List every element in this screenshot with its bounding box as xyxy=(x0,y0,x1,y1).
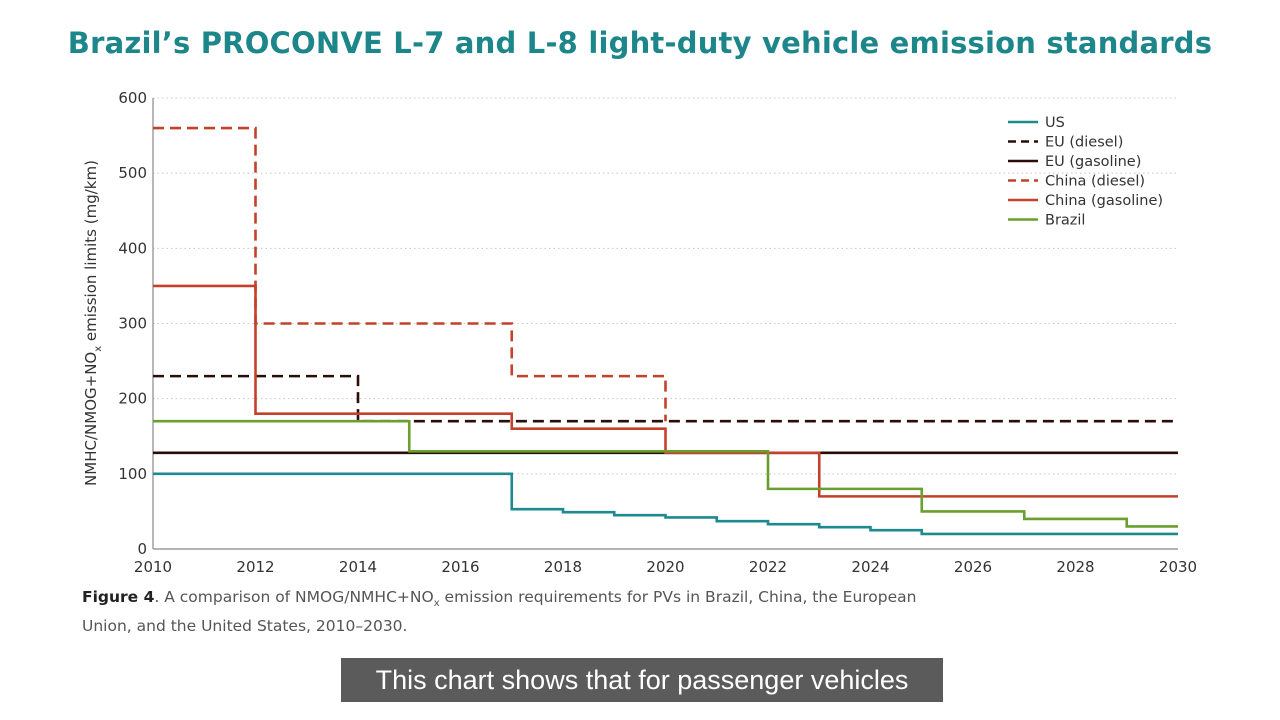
series-line-us xyxy=(153,472,1178,536)
legend-label: China (diesel) xyxy=(1045,174,1145,190)
series-lines xyxy=(153,126,1178,536)
x-tick-label: 2010 xyxy=(134,558,172,576)
x-tick-label: 2030 xyxy=(1159,558,1197,576)
legend-label: EU (diesel) xyxy=(1045,135,1123,151)
chart-title: Brazil’s PROCONVE L-7 and L-8 light-duty… xyxy=(67,26,1213,60)
y-tick-label: 200 xyxy=(118,390,147,408)
y-tick-label: 400 xyxy=(118,239,147,257)
video-subtitle: This chart shows that for passenger vehi… xyxy=(341,658,943,702)
y-tick-label: 600 xyxy=(118,89,147,107)
series-line-china-gasoline xyxy=(153,284,1178,498)
x-tick-label: 2026 xyxy=(954,558,992,576)
x-tick-label: 2020 xyxy=(646,558,684,576)
x-tick-label: 2028 xyxy=(1056,558,1094,576)
caption-text: . A comparison of NMOG/NMHC+NO xyxy=(154,588,434,606)
x-tick-label: 2012 xyxy=(236,558,274,576)
x-tick-label: 2016 xyxy=(441,558,479,576)
x-tick-label: 2024 xyxy=(851,558,889,576)
y-tick-label: 500 xyxy=(118,164,147,182)
legend-label: US xyxy=(1045,115,1065,131)
x-tick-labels: 2010 2012 2014 2016 2018 2020 2022 2024 2026 2028… xyxy=(134,558,1197,576)
y-tick-label: 100 xyxy=(118,465,147,483)
y-tick-labels: 0 100 200 300 400 500 600 xyxy=(118,89,147,558)
series-line-brazil xyxy=(153,419,1178,528)
legend-label: Brazil xyxy=(1045,213,1085,229)
legend: US EU (diesel) EU (gasoline) China (diesel)… xyxy=(1008,115,1163,229)
caption-text-2: emission requirements for PVs in Brazil,… xyxy=(82,588,917,636)
legend-label: EU (gasoline) xyxy=(1045,154,1141,170)
x-tick-label: 2018 xyxy=(544,558,582,576)
legend-label: China (gasoline) xyxy=(1045,193,1163,209)
figure-label: Figure 4 xyxy=(82,588,155,606)
caption-subscript: x xyxy=(433,598,440,610)
y-tick-label: 300 xyxy=(118,315,147,333)
y-axis-label: NMHC/NMOG+NOx emission limits (mg/km) xyxy=(82,160,104,486)
x-tick-label: 2014 xyxy=(339,558,377,576)
figure-caption: Figure 4. A comparison of NMOG/NMHC+NOx … xyxy=(82,586,942,638)
y-tick-label: 0 xyxy=(137,540,147,558)
x-tick-label: 2022 xyxy=(749,558,787,576)
series-line-china-diesel xyxy=(153,126,667,422)
